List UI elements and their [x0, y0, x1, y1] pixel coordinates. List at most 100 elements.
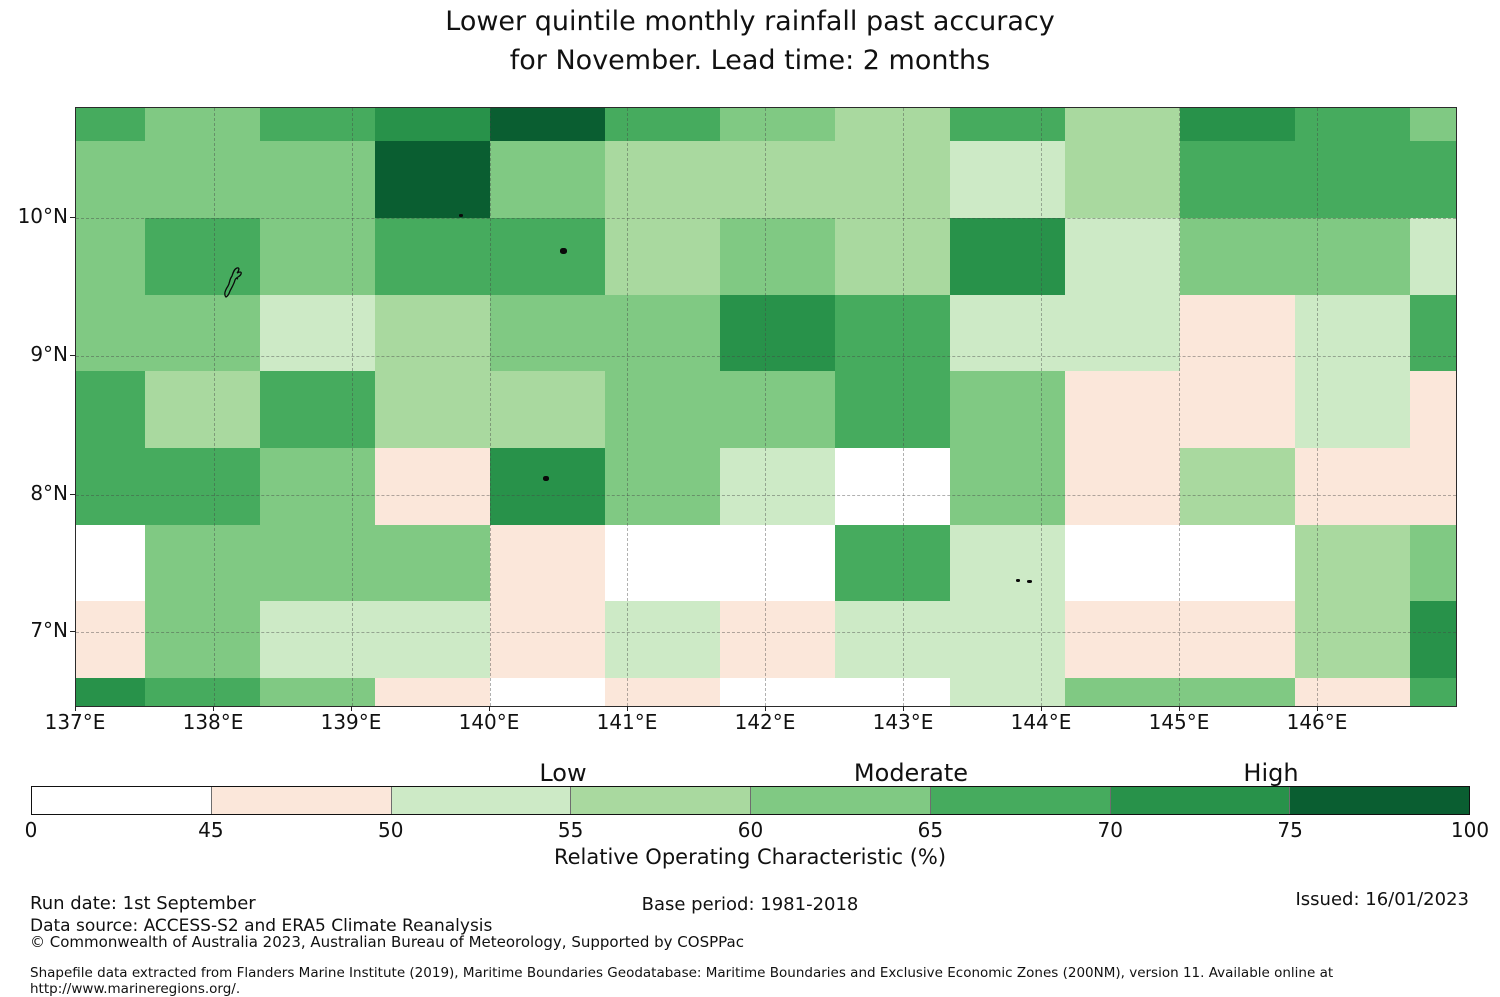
heatmap-cell [1295, 525, 1410, 601]
heatmap-cell [835, 141, 950, 218]
islet-dot [1027, 580, 1032, 583]
islet-dot [459, 214, 463, 217]
heatmap-cell [720, 525, 835, 601]
heatmap-cell [145, 108, 260, 141]
heatmap-cell [1295, 601, 1410, 678]
heatmap-cell [1180, 218, 1295, 295]
heatmap-cell [375, 295, 490, 371]
gridline-vertical [627, 108, 628, 706]
heatmap-cell [490, 108, 605, 141]
heatmap-plot-area [75, 107, 1457, 707]
heatmap-cell [1295, 108, 1410, 141]
heatmap-cell [835, 601, 950, 678]
heatmap-cell [1180, 448, 1295, 525]
heatmap-cell [720, 448, 835, 525]
gridline-vertical [1317, 108, 1318, 706]
heatmap-cell [1180, 371, 1295, 448]
issued-date-text: Issued: 16/01/2023 [1295, 889, 1469, 910]
heatmap-cell [490, 525, 605, 601]
chart-title-line2: for November. Lead time: 2 months [509, 45, 991, 76]
x-axis-label: 140°E [458, 710, 520, 734]
heatmap-cell [145, 295, 260, 371]
heatmap-cell [375, 371, 490, 448]
heatmap-cell [835, 108, 950, 141]
heatmap-cell [1410, 525, 1456, 601]
x-axis-tick [75, 706, 76, 711]
islet-dot [543, 476, 549, 481]
heatmap-cell [1065, 678, 1180, 706]
heatmap-cell [490, 218, 605, 295]
x-axis-tick [213, 706, 214, 711]
heatmap-cell [76, 141, 145, 218]
heatmap-cell [1295, 218, 1410, 295]
islet-dot [1016, 579, 1020, 582]
colorbar-tick-label: 45 [198, 818, 224, 842]
x-axis-label: 139°E [320, 710, 382, 734]
y-axis-tick [70, 631, 75, 632]
colorbar-segment [391, 787, 572, 814]
heatmap-cell [950, 601, 1065, 678]
heatmap-cell [260, 108, 375, 141]
heatmap-cell [835, 295, 950, 371]
colorbar-segment [751, 787, 931, 814]
heatmap-cell [835, 525, 950, 601]
gridline-vertical [1179, 108, 1180, 706]
heatmap-cell [1180, 108, 1295, 141]
heatmap-cell [1410, 601, 1456, 678]
heatmap-cell [1065, 448, 1180, 525]
colorbar-tick-label: 60 [737, 818, 764, 842]
heatmap-cell [950, 218, 1065, 295]
heatmap-cell [490, 295, 605, 371]
chart-title-line1: Lower quintile monthly rainfall past acc… [445, 6, 1055, 37]
heatmap-cell [950, 141, 1065, 218]
run-date-text: Run date: 1st September [30, 893, 256, 914]
heatmap-cell [720, 371, 835, 448]
heatmap-cell [76, 295, 145, 371]
x-axis-tick [903, 706, 904, 711]
heatmap-cell [1410, 371, 1456, 448]
heatmap-cell [145, 371, 260, 448]
gridline-horizontal [76, 356, 1456, 357]
heatmap-cell [950, 448, 1065, 525]
gridline-vertical [765, 108, 766, 706]
x-axis-label: 146°E [1286, 710, 1348, 734]
heatmap-cell [76, 448, 145, 525]
y-axis-label: 7°N [30, 618, 68, 642]
heatmap-cell [490, 678, 605, 706]
x-axis-label: 141°E [596, 710, 658, 734]
colorbar-segment [32, 787, 212, 814]
colorbar-group-label-moderate: Moderate [853, 759, 969, 787]
heatmap-cell [260, 448, 375, 525]
heatmap-cell [1065, 295, 1180, 371]
colorbar-segment [211, 787, 392, 814]
heatmap-cell [605, 448, 720, 525]
heatmap-cell [1065, 108, 1180, 141]
gridline-vertical [903, 108, 904, 706]
heatmap-cell [605, 108, 720, 141]
y-axis-tick [70, 494, 75, 495]
heatmap-cell [720, 218, 835, 295]
heatmap-cell [835, 678, 950, 706]
heatmap-cell [835, 218, 950, 295]
heatmap-cell [1065, 525, 1180, 601]
heatmap-cell [76, 371, 145, 448]
x-axis-label: 137°E [44, 710, 106, 734]
colorbar-segment [571, 787, 751, 814]
colorbar-tick-label: 70 [1097, 818, 1123, 842]
x-axis-label: 144°E [1010, 710, 1072, 734]
island-outline [224, 267, 242, 298]
heatmap-cell [1180, 295, 1295, 371]
heatmap-cell [1410, 295, 1456, 371]
heatmap-cell [76, 601, 145, 678]
y-axis-label: 10°N [17, 204, 68, 228]
heatmap-cell [375, 218, 490, 295]
islet-dot [560, 248, 567, 254]
y-axis-tick [70, 217, 75, 218]
colorbar-tick-label: 100 [1450, 818, 1490, 842]
heatmap-cell [950, 295, 1065, 371]
heatmap-cell [720, 678, 835, 706]
x-axis-label: 142°E [734, 710, 796, 734]
heatmap-cell [76, 218, 145, 295]
heatmap-cell [720, 295, 835, 371]
heatmap-cell [145, 678, 260, 706]
